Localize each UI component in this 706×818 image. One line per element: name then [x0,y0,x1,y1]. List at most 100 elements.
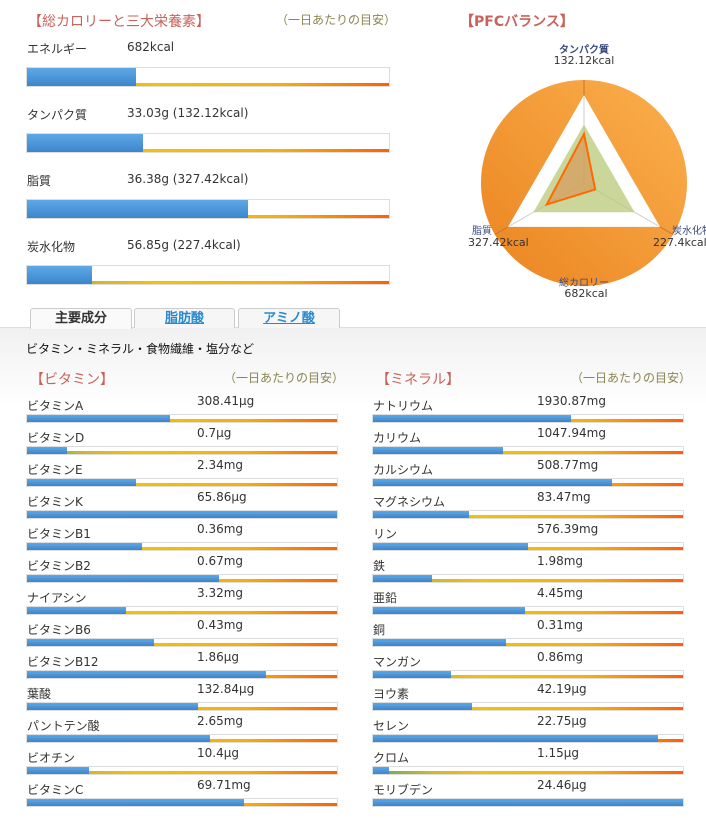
nutrient-label: ナトリウム [373,399,434,413]
pfc-protein-value: 132.12kcal [554,54,615,67]
progress-bar [26,574,338,583]
progress-bar [26,670,338,679]
progress-bar [26,478,338,487]
target-line [373,451,683,454]
target-line [373,643,683,646]
progress-fill [373,511,470,518]
pfc-protein-label: タンパク質 [559,43,609,56]
tab-divider [0,327,706,328]
progress-bar [26,414,338,423]
nutrient-value: 69.71mg [197,778,251,792]
progress-bar [26,446,338,455]
nutrient-label: ビタミンB1 [27,527,91,541]
target-line [27,547,337,550]
minerals-title: 【ミネラル】 [376,372,460,388]
nutrient-value: 682kcal [127,40,175,54]
progress-bar [372,606,684,615]
progress-fill [27,511,337,518]
vitamins-subtitle: （一日あたりの目安） [224,371,345,385]
progress-bar [26,510,338,519]
tab-main-components[interactable]: 主要成分 [30,308,132,329]
progress-bar [372,574,684,583]
tab-panel-background [0,327,706,407]
pfc-carb-label: 炭水化物 [672,224,706,237]
nutrient-label: パントテン酸 [27,719,100,733]
nutrient-label: リン [373,527,398,541]
target-line [27,149,389,152]
nutrient-label: ナイアシン [27,591,87,605]
progress-fill [373,799,683,806]
nutrient-label: 葉酸 [27,687,52,701]
progress-bar [26,542,338,551]
progress-bar [372,638,684,647]
nutrient-label: ビタミンB6 [27,623,91,637]
nutrient-label: 脂質 [27,174,52,188]
macro-title: 【総カロリーと三大栄養素】 [28,14,210,30]
nutrient-value: 0.67mg [197,554,244,568]
nutrient-label: 炭水化物 [27,240,76,254]
progress-fill [373,703,473,710]
progress-bar [372,702,684,711]
tab-fatty-acids[interactable]: 脂肪酸 [134,308,235,328]
progress-bar [26,199,390,219]
nutrient-value: 0.36mg [197,522,244,536]
progress-bar [26,766,338,775]
vitamins-title: 【ビタミン】 [30,372,114,388]
progress-fill [27,415,170,422]
target-line [27,281,389,284]
progress-bar [372,414,684,423]
progress-bar [372,446,684,455]
nutrient-label: モリブデン [373,783,434,797]
nutrient-label: マンガン [373,655,422,669]
progress-bar [372,670,684,679]
tab-amino-acids[interactable]: アミノ酸 [238,308,340,328]
target-line [27,483,337,486]
target-line [27,771,337,774]
target-line [27,451,337,454]
nutrient-label: クロム [373,751,410,765]
progress-fill [373,575,432,582]
progress-fill [27,575,220,582]
progress-fill [27,607,127,614]
nutrient-value: 1.86μg [197,650,239,664]
target-line [373,771,683,774]
pfc-total-label: 総カロリー [559,276,609,289]
nutrient-label: 鉄 [373,559,386,573]
progress-fill [373,639,507,646]
pfc-fat-label: 脂質 [472,224,492,237]
nutrient-label: ビタミンC [27,783,84,797]
target-line [373,579,683,582]
nutrient-label: ビタミンA [27,399,84,413]
macro-subtitle: （一日あたりの目安） [276,13,397,27]
progress-bar [26,67,390,87]
progress-bar [372,734,684,743]
progress-bar [26,734,338,743]
nutrient-label: カルシウム [373,463,434,477]
target-line [373,515,683,518]
nutrient-value: 24.46μg [537,778,587,792]
nutrient-value: 65.86μg [197,490,247,504]
progress-bar [26,798,338,807]
nutrient-label: エネルギー [27,42,88,56]
nutrient-label: ビタミンK [27,495,83,509]
target-line [27,611,337,614]
progress-bar [26,265,390,285]
progress-fill [27,639,155,646]
pfc-radar-chart: タンパク質 132.12kcal 脂質 327.42kcal 炭水化物 227.… [468,43,706,300]
nutrient-value: 132.84μg [197,682,255,696]
nutrient-value: 22.75μg [537,714,587,728]
pfc-value-triangle [544,131,597,207]
nutrient-value: 4.45mg [537,586,584,600]
nutrient-value: 0.7μg [197,426,232,440]
nutrient-value: 1930.87mg [537,394,606,408]
progress-fill [373,543,528,550]
progress-fill [27,266,93,284]
target-line [373,707,683,710]
nutrient-value: 83.47mg [537,490,591,504]
progress-bar [26,133,390,153]
nutrient-label: ビタミンB12 [27,655,99,669]
progress-bar [372,766,684,775]
nutrient-label: カリウム [373,431,422,445]
progress-fill [27,134,143,152]
progress-fill [27,543,142,550]
